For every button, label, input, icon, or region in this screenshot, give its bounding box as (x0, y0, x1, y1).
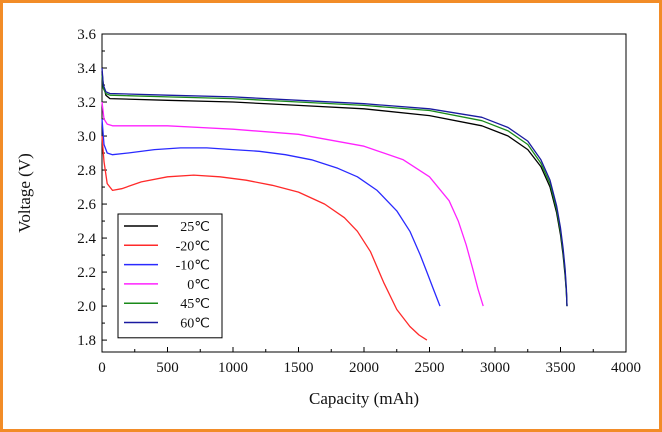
y-tick-label: 2.2 (77, 265, 96, 281)
legend-label: -20℃ (176, 239, 210, 254)
x-tick-label: 0 (98, 360, 106, 376)
y-tick-label: 1.8 (77, 333, 96, 349)
x-tick-label: 4000 (611, 360, 641, 376)
y-tick-label: 3.6 (77, 27, 96, 43)
legend-label: 60℃ (180, 317, 210, 332)
y-tick-label: 3.2 (77, 95, 96, 111)
x-tick-label: 1500 (284, 360, 314, 376)
axis-ticks: 0 500 1000 1500 2000 2500 3000 3500 4000 1.8 2.0 2.… (77, 27, 641, 376)
y-tick-label: 2.8 (77, 163, 96, 179)
legend-label: -10℃ (176, 259, 210, 274)
y-tick-label: 3.4 (77, 61, 96, 77)
y-tick-label: 3.0 (77, 129, 96, 145)
series-line (101, 101, 484, 307)
legend-box (117, 213, 223, 339)
series-line (101, 118, 441, 307)
x-axis-title: Capacity (mAh) (309, 389, 419, 408)
y-axis-title: Voltage (V) (15, 153, 34, 232)
series-lines (101, 67, 568, 341)
x-tick-label: 1000 (218, 360, 248, 376)
legend-label: 25℃ (180, 220, 210, 235)
legend-label: 45℃ (180, 297, 210, 312)
y-tick-label: 2.0 (77, 299, 96, 315)
y-tick-label: 2.4 (77, 231, 96, 247)
y-tick-label: 2.6 (77, 197, 96, 213)
x-tick-label: 3500 (546, 360, 576, 376)
x-tick-label: 2000 (349, 360, 379, 376)
series-line (101, 67, 568, 307)
x-tick-label: 500 (156, 360, 179, 376)
x-tick-label: 3000 (480, 360, 510, 376)
legend-label: 0℃ (187, 278, 210, 293)
series-line (101, 135, 428, 341)
x-tick-label: 2500 (415, 360, 445, 376)
legend: 25℃ -20℃ -10℃ 0℃ 45℃ 60℃ (117, 213, 223, 339)
